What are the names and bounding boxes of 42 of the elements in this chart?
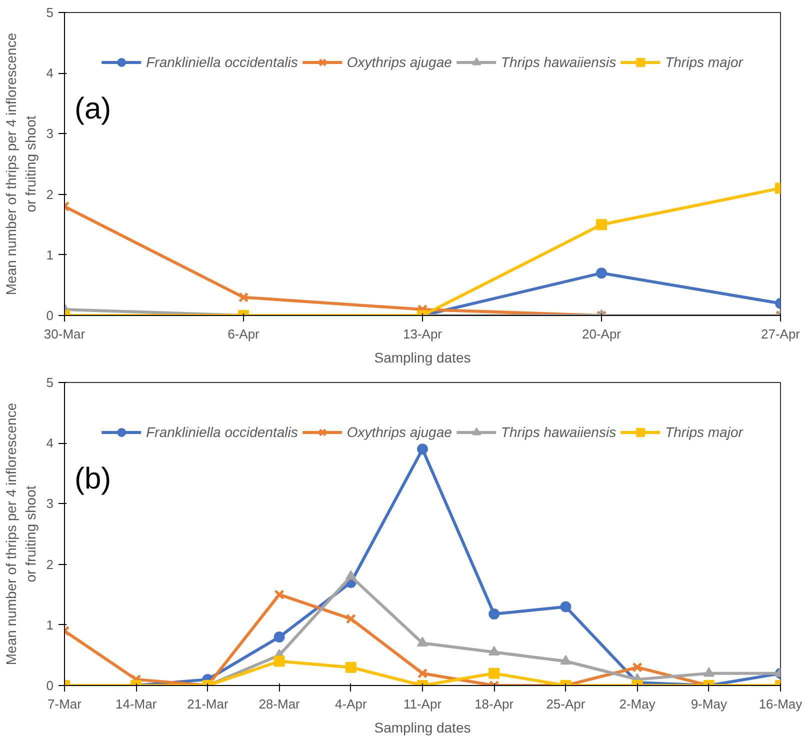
x-tick-label: 30-Mar xyxy=(44,326,86,342)
legend-label: Thrips major xyxy=(665,54,743,70)
x-tick-label: 14-Mar xyxy=(116,696,158,712)
legend-label: Oxythrips ajugae xyxy=(346,424,452,440)
x-tick-label: 27-Apr xyxy=(760,326,801,342)
y-axis-title: Mean number of thrips per 4 inflorescence or fruiting shoot xyxy=(3,402,38,666)
y-tick-label: 2 xyxy=(46,186,54,202)
legend-label: Frankliniella occidentalis xyxy=(146,424,298,440)
y-tick-label: 1 xyxy=(46,617,54,632)
annotation: (b) xyxy=(74,462,112,496)
x-tick-label: 21-Mar xyxy=(187,696,229,712)
y-tick-label: 4 xyxy=(46,436,54,451)
x-tick-label: 25-Apr xyxy=(546,696,586,712)
y-tick-label: 1 xyxy=(46,247,54,262)
x-tick-label: 2-May xyxy=(619,696,656,712)
y-tick-label: 0 xyxy=(46,678,54,693)
x-tick-label: 13-Apr xyxy=(402,326,443,342)
x-tick-label: 9-May xyxy=(690,696,728,712)
y-axis-title: Mean number of thrips per 4 inflorescence or fruiting shoot xyxy=(3,32,38,296)
x-axis-title: Sampling dates xyxy=(374,350,471,366)
legend-label: Thrips hawaiiensis xyxy=(500,54,616,70)
legend-label: Thrips major xyxy=(665,424,743,440)
x-tick-label: 28-Mar xyxy=(258,696,301,712)
y-tick-label: 5 xyxy=(46,5,54,20)
legend-label: Frankliniella occidentalis xyxy=(146,54,298,70)
y-tick-label: 4 xyxy=(46,66,54,81)
legend-label: Oxythrips ajugae xyxy=(346,54,452,70)
x-tick-label: 11-Apr xyxy=(403,696,442,712)
y-tick-label: 5 xyxy=(46,375,54,390)
x-tick-label: 4-Apr xyxy=(335,696,368,712)
y-tick-label: 3 xyxy=(46,126,54,142)
x-tick-label: 18-Apr xyxy=(474,696,514,712)
y-tick-label: 0 xyxy=(46,308,54,323)
x-tick-label: 6-Apr xyxy=(228,326,260,342)
x-tick-label: 20-Apr xyxy=(582,326,622,342)
y-tick-label: 3 xyxy=(46,496,54,512)
y-tick-label: 2 xyxy=(46,556,54,572)
x-tick-label: 7-Mar xyxy=(48,696,82,712)
legend-label: Thrips hawaiiensis xyxy=(500,424,616,440)
x-tick-label: 16-May xyxy=(758,696,803,712)
annotation: (a) xyxy=(74,92,112,126)
x-axis-title: Sampling dates xyxy=(374,720,471,736)
